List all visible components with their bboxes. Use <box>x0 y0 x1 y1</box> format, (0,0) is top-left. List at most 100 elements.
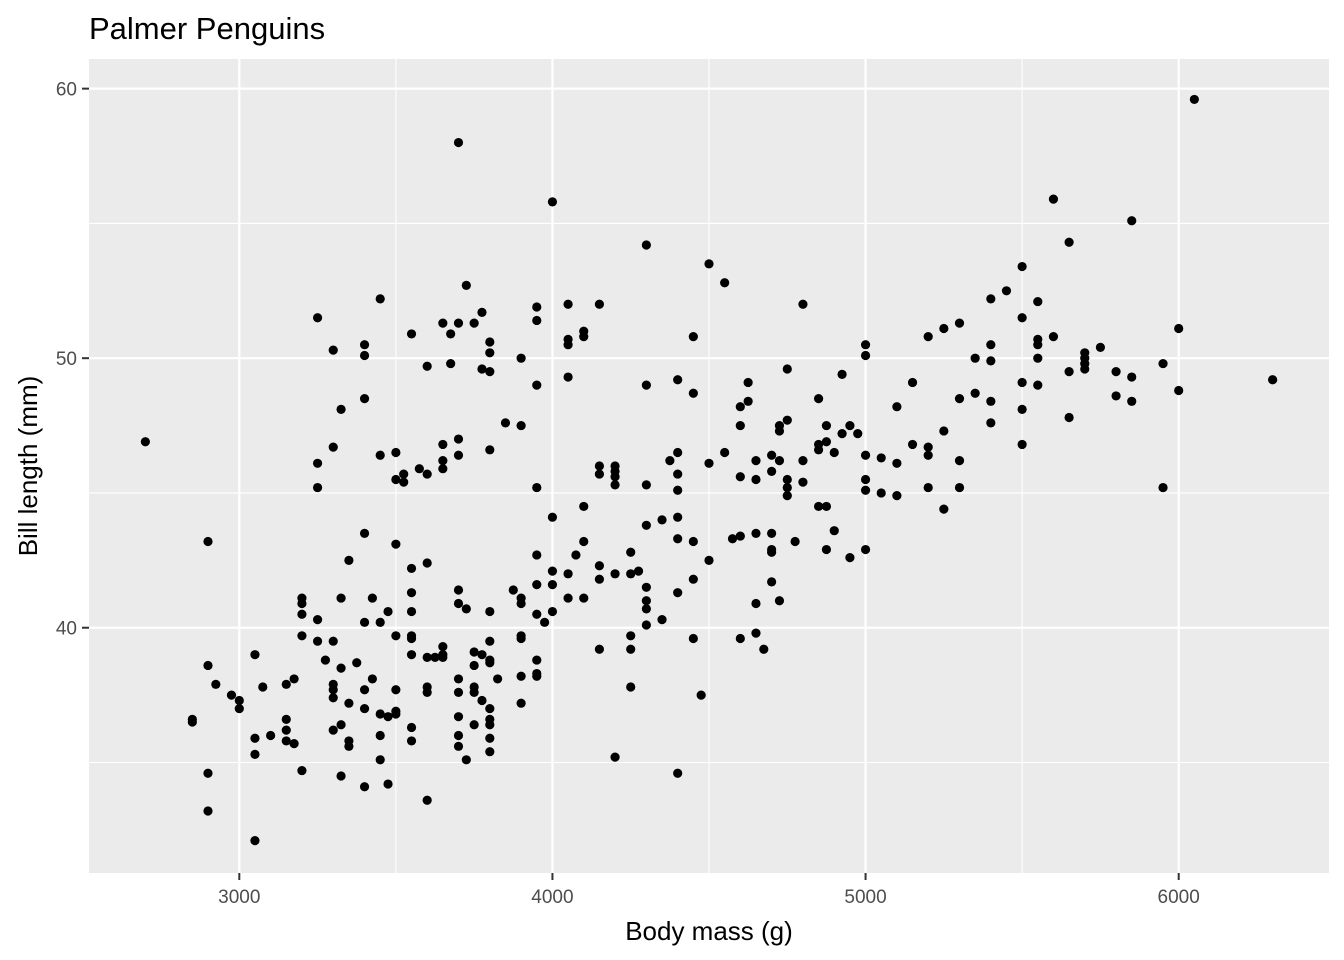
data-point <box>532 579 542 590</box>
data-point <box>735 402 745 412</box>
data-point <box>688 536 698 547</box>
data-point <box>453 741 464 751</box>
data-point <box>751 628 761 638</box>
data-point <box>1017 313 1027 323</box>
data-point <box>954 394 965 404</box>
data-point <box>438 456 448 466</box>
data-point <box>641 480 651 490</box>
data-point <box>406 588 417 598</box>
data-point <box>594 561 605 571</box>
data-point <box>328 679 338 689</box>
data-point <box>446 329 456 339</box>
data-point <box>735 420 745 431</box>
data-point <box>469 318 479 328</box>
data-point <box>782 474 792 485</box>
data-point <box>469 660 479 671</box>
data-point <box>336 404 346 414</box>
data-point <box>704 259 714 269</box>
data-point <box>540 617 550 627</box>
data-point <box>500 418 511 428</box>
data-point <box>367 593 377 603</box>
data-point <box>860 350 871 361</box>
data-point <box>547 197 558 207</box>
data-point <box>767 466 777 476</box>
data-point <box>673 512 683 522</box>
data-point <box>986 418 996 428</box>
data-point <box>312 615 323 625</box>
data-point <box>258 682 268 692</box>
data-point <box>516 698 526 708</box>
data-point <box>297 765 307 776</box>
x-axis-ticks: 3000 4000 5000 6000 <box>218 873 1200 908</box>
data-point <box>485 636 495 646</box>
data-point <box>493 674 503 684</box>
data-point <box>359 350 370 361</box>
data-point <box>813 501 824 512</box>
data-point <box>751 474 761 485</box>
data-point <box>453 730 464 741</box>
data-point <box>391 685 401 695</box>
data-point <box>939 323 949 334</box>
data-point <box>923 482 933 493</box>
data-point <box>1017 377 1027 388</box>
data-point <box>1017 439 1027 450</box>
data-point <box>532 609 542 619</box>
data-point <box>845 420 855 431</box>
data-point <box>453 598 464 609</box>
data-point <box>438 652 448 662</box>
data-point <box>352 658 362 668</box>
data-point <box>375 294 385 304</box>
data-point <box>673 447 683 458</box>
data-points <box>140 94 1278 846</box>
data-point <box>1174 385 1184 396</box>
data-point <box>837 369 847 379</box>
x-tick-label: 4000 <box>531 887 573 908</box>
data-point <box>453 712 464 722</box>
data-point <box>688 388 698 398</box>
data-point <box>821 544 832 555</box>
data-point <box>923 450 933 460</box>
data-point <box>391 474 401 485</box>
data-point <box>673 375 683 385</box>
x-tick-label: 6000 <box>1158 887 1200 908</box>
data-point <box>1127 216 1137 226</box>
data-point <box>328 636 338 646</box>
data-point <box>469 647 479 657</box>
data-point <box>312 636 323 646</box>
data-point <box>594 574 605 584</box>
data-point <box>641 620 651 630</box>
data-point <box>430 652 440 662</box>
data-point <box>453 585 464 595</box>
data-point <box>422 795 432 805</box>
data-point <box>383 606 393 617</box>
data-point <box>211 679 221 689</box>
data-point <box>1095 342 1106 353</box>
data-point <box>477 695 487 706</box>
data-point <box>860 544 871 555</box>
data-point <box>1080 364 1090 374</box>
data-point <box>563 593 573 603</box>
data-point <box>641 582 651 592</box>
data-point <box>571 550 581 560</box>
data-point <box>516 633 526 644</box>
data-point <box>359 617 370 627</box>
data-point <box>657 515 667 525</box>
data-point <box>986 340 996 350</box>
data-point <box>579 593 589 603</box>
data-point <box>312 313 323 323</box>
data-point <box>438 464 448 474</box>
data-point <box>328 725 338 735</box>
data-point <box>297 609 307 619</box>
data-point <box>876 453 886 463</box>
data-point <box>641 520 651 530</box>
data-point <box>406 329 417 339</box>
y-axis-label: Bill length (mm) <box>13 376 43 557</box>
data-point <box>485 367 495 377</box>
data-point <box>461 755 471 765</box>
x-tick-label: 3000 <box>218 887 260 908</box>
data-point <box>735 472 745 482</box>
data-point <box>673 485 683 495</box>
data-point <box>673 588 683 598</box>
data-point <box>438 318 448 328</box>
data-point <box>250 650 260 660</box>
